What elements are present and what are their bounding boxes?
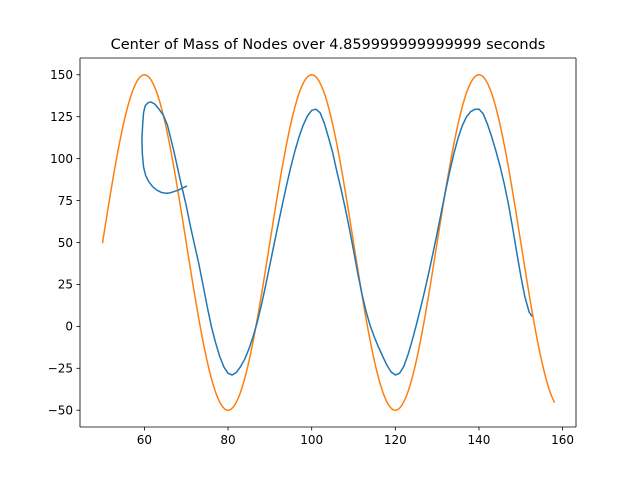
x-tick-label: 120	[384, 433, 407, 447]
axes-layer: 60 80 100 120 140 160 −50 −25 0 25 50 75 100 125 150	[48, 57, 577, 447]
series-line-1	[141, 101, 533, 376]
y-tick-label: 75	[58, 194, 73, 208]
y-tick-label: 50	[58, 236, 73, 250]
chart-title: Center of Mass of Nodes over 4.859999999…	[111, 37, 546, 53]
x-tick-label: 60	[137, 433, 152, 447]
y-tick-label: 125	[50, 110, 73, 124]
y-tick-label: −50	[48, 404, 73, 418]
x-tick-label: 80	[220, 433, 235, 447]
x-tick-label: 100	[300, 433, 323, 447]
y-tick-label: −25	[48, 362, 73, 376]
x-tick-label: 160	[551, 433, 574, 447]
y-tick-label: 25	[58, 278, 73, 292]
y-tick-label: 100	[50, 152, 73, 166]
plot-background	[80, 58, 576, 427]
y-tick-label: 0	[65, 320, 73, 334]
x-tick-label: 140	[468, 433, 491, 447]
y-tick-label: 150	[50, 68, 73, 82]
plot-area	[80, 58, 576, 427]
series-layer	[101, 74, 556, 411]
